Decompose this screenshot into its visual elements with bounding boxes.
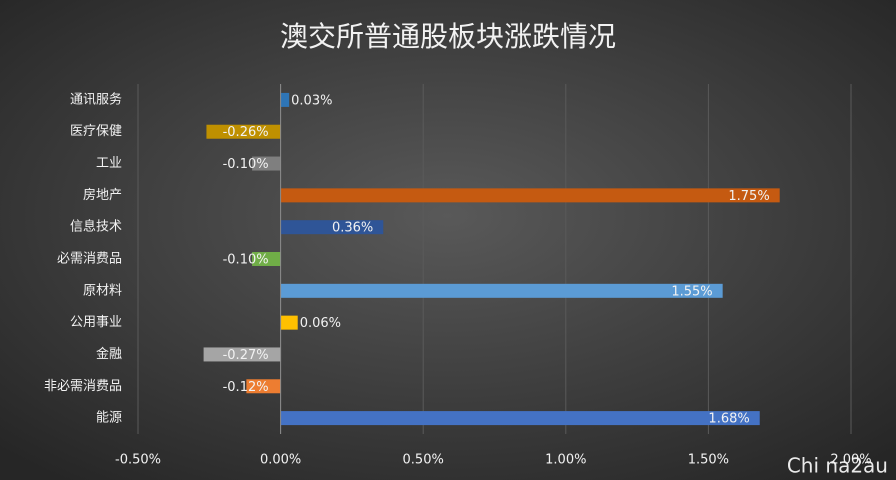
y-tick-label: 房地产	[83, 187, 122, 203]
x-tick-label: 0.00%	[260, 453, 301, 468]
x-tick-label: 1.00%	[545, 453, 586, 468]
bar	[280, 220, 384, 235]
x-tick-label: -0.50%	[115, 453, 161, 468]
y-tick-label: 金融	[96, 346, 122, 362]
y-tick-label: 通讯服务	[70, 91, 122, 107]
x-tick-label: 0.50%	[403, 453, 444, 468]
y-tick-label: 信息技术	[70, 219, 122, 235]
value-label: -0.27%	[223, 348, 269, 363]
bar	[246, 379, 281, 394]
value-label: 0.03%	[291, 93, 332, 108]
bar	[252, 156, 281, 171]
value-label: 1.55%	[671, 284, 712, 299]
y-tick-label: 公用事业	[70, 315, 122, 330]
bar	[280, 411, 760, 426]
value-label: -0.10%	[223, 157, 269, 172]
bar	[280, 283, 723, 298]
value-label: -0.26%	[223, 125, 269, 140]
bar	[280, 188, 780, 203]
value-label: -0.12%	[223, 380, 269, 395]
bar	[252, 252, 281, 266]
value-label: 1.68%	[708, 412, 749, 427]
value-label: -0.10%	[223, 253, 269, 268]
value-label: 0.06%	[300, 316, 341, 331]
y-tick-label: 非必需消费品	[44, 379, 122, 394]
y-tick-label: 必需消费品	[57, 252, 122, 267]
x-tick-label: 2.00%	[830, 453, 871, 468]
y-tick-label: 原材料	[83, 283, 122, 298]
bar	[280, 92, 290, 107]
y-tick-label: 能源	[96, 411, 122, 426]
bar	[280, 315, 298, 330]
bar	[206, 124, 281, 139]
value-label: 1.75%	[728, 189, 769, 204]
watermark: Chi na2au	[787, 454, 888, 478]
x-tick-label: 1.50%	[688, 453, 729, 468]
value-label: 0.36%	[332, 221, 373, 236]
y-tick-label: 医疗保健	[70, 124, 122, 139]
y-tick-label: 工业	[96, 156, 122, 171]
chart-title: 澳交所普通股板块涨跌情况	[280, 20, 616, 53]
bar	[203, 347, 281, 362]
